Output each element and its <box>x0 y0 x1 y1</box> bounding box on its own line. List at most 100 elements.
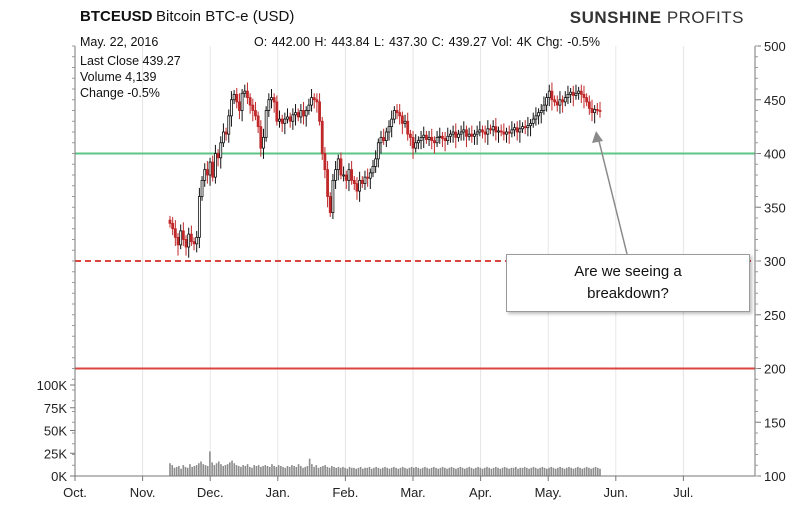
volume-bar <box>444 467 446 476</box>
candle-body <box>272 97 276 103</box>
volume-bar <box>182 465 185 476</box>
annotation-arrow <box>592 131 628 255</box>
volume-bar <box>446 468 448 476</box>
volume-bar <box>231 460 233 476</box>
candle-body <box>465 129 468 137</box>
volume-bar <box>408 467 411 476</box>
month-tick-label: Nov. <box>130 485 156 500</box>
candle-body <box>408 133 412 138</box>
candle-body <box>459 131 463 135</box>
horizontal-lines <box>75 152 755 370</box>
volume-bar <box>273 465 275 476</box>
volume-tick-label: 0K <box>51 469 67 484</box>
candle-body <box>208 161 212 176</box>
volume-bar <box>344 467 346 476</box>
volume-bar <box>415 466 417 476</box>
volume-bar <box>260 466 262 476</box>
volume-bar <box>475 467 477 476</box>
volume-bar <box>171 465 174 476</box>
volume-bar <box>246 464 249 476</box>
volume-bar <box>324 465 326 476</box>
volume-bar <box>191 466 193 476</box>
volume-bar <box>297 464 300 476</box>
volume-bar <box>552 467 555 476</box>
candle-body <box>518 128 522 133</box>
volume-bar <box>271 464 273 476</box>
candle-body <box>256 115 260 128</box>
volume-bar <box>481 468 484 476</box>
volume-bar <box>222 465 224 476</box>
volume-bar <box>599 468 601 476</box>
volume-bar <box>304 466 307 476</box>
candle-body <box>406 120 410 135</box>
candle-body <box>497 130 500 133</box>
volume-bar <box>293 465 295 476</box>
volume-bar <box>326 466 329 476</box>
volume-bar <box>426 467 428 476</box>
price-tick-label: 300 <box>764 254 786 269</box>
candle-body <box>558 99 562 106</box>
candle-body <box>176 236 180 246</box>
volume-tick-label: 25K <box>44 446 67 461</box>
candle-body <box>286 116 289 120</box>
volume-bar <box>264 465 267 476</box>
candle-body <box>499 130 503 133</box>
volume-bar <box>570 467 572 476</box>
candle-body <box>211 161 215 178</box>
candle-body <box>173 228 177 238</box>
candle-body <box>416 140 420 144</box>
candle-body <box>203 169 207 181</box>
candle-body <box>230 99 233 117</box>
volume-bar <box>506 467 508 476</box>
candle-body <box>470 133 474 137</box>
volume-bar <box>435 467 437 476</box>
candle-body <box>515 127 519 133</box>
candle-body <box>521 126 524 130</box>
volume-bar <box>559 466 561 476</box>
volume-bar <box>180 468 182 476</box>
volume-bar <box>492 467 495 476</box>
volume-bar <box>213 465 216 476</box>
month-tick-label: Dec. <box>197 485 224 500</box>
candle-body <box>545 97 548 106</box>
volume-bar <box>359 466 362 476</box>
volume-bar <box>404 467 406 476</box>
candle-body <box>595 109 599 111</box>
volume-bar <box>541 466 544 476</box>
volume-bar <box>508 468 510 476</box>
volume-bar <box>519 467 522 476</box>
volume-bar <box>452 467 455 476</box>
volume-bar <box>215 463 218 476</box>
volume-bar <box>226 464 229 476</box>
volume-bar <box>282 466 284 476</box>
candlesticks <box>168 82 602 258</box>
candle-body <box>238 101 241 111</box>
volume-bar <box>490 468 493 476</box>
volume-bar <box>333 466 335 476</box>
volume-bar <box>331 465 333 476</box>
candle-body <box>392 110 396 120</box>
candle-body <box>366 176 370 179</box>
candle-body <box>435 136 439 144</box>
candle-body <box>243 90 247 94</box>
volume-bar <box>291 465 293 476</box>
candle-body <box>254 110 257 117</box>
annotation-arrowhead <box>592 131 603 143</box>
candle-body <box>368 172 372 179</box>
volume-bar <box>483 467 486 476</box>
candle-body <box>390 118 394 128</box>
candle-body <box>374 158 378 167</box>
volume-bar <box>284 467 287 476</box>
month-tick-label: Oct. <box>63 485 87 500</box>
price-tick-label: 150 <box>764 415 786 430</box>
annotation-callout: Are we seeing a breakdown? <box>506 254 750 312</box>
volume-bar <box>450 466 453 476</box>
candle-body <box>197 196 201 238</box>
volume-bar <box>581 468 584 476</box>
candle-body <box>240 92 244 111</box>
volume-bar <box>463 468 466 476</box>
volume-bar <box>530 467 533 476</box>
candle-body <box>486 128 490 135</box>
price-tick-label: 400 <box>764 147 786 162</box>
volume-bar <box>472 468 475 476</box>
